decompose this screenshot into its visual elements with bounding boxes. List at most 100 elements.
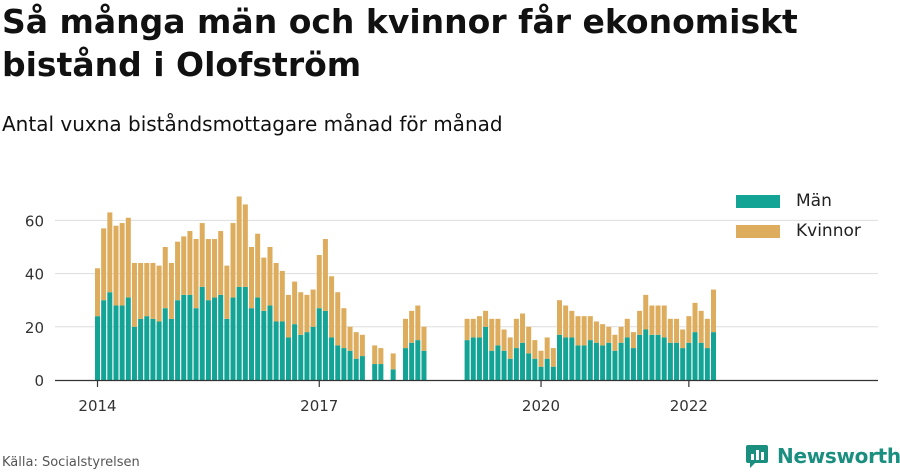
x-tick-labels: 2014 2017 2020 2022 (78, 380, 708, 415)
bar-women (526, 326, 532, 354)
bar-men (538, 366, 544, 380)
bar-men (587, 340, 593, 380)
bar-women (674, 318, 680, 343)
bar-men (649, 334, 655, 380)
bar-men (131, 326, 137, 380)
bar-women (353, 332, 359, 359)
bar-women (378, 348, 384, 365)
bar-women (162, 247, 168, 309)
bar-men (692, 332, 698, 380)
bar-men (593, 342, 599, 380)
bar-women (138, 262, 144, 319)
bar-men (205, 300, 211, 380)
bar-women (550, 348, 556, 367)
bar-women (686, 316, 692, 343)
bar-men (372, 364, 378, 380)
bar-men (569, 337, 575, 380)
bar-women (643, 294, 649, 330)
bar-men (476, 337, 482, 380)
bar-women (316, 254, 322, 309)
bar-women (113, 225, 119, 306)
bar-women (495, 318, 501, 346)
bar-women (470, 318, 476, 338)
bar-women (261, 257, 267, 311)
bar-women (131, 262, 137, 327)
bar-women (199, 223, 205, 287)
bar-women (649, 305, 655, 335)
bar-women (415, 305, 421, 341)
brand-logo: Newsworthy (745, 443, 900, 469)
bar-women (513, 318, 519, 349)
bar-men (218, 294, 224, 380)
bar-men (495, 345, 501, 380)
bar-men (557, 334, 562, 380)
bar-women (520, 313, 526, 343)
bar-men (125, 297, 131, 380)
bar-men (637, 334, 643, 380)
bar-men (643, 329, 649, 380)
bar-men (655, 334, 661, 380)
bar-women (230, 223, 236, 298)
bar-women (612, 334, 618, 351)
bar-men (532, 358, 538, 380)
bar-women (285, 294, 291, 338)
bar-women (390, 353, 396, 370)
bar-men (298, 334, 304, 380)
y-tick-label: 60 (25, 212, 44, 230)
bar-men (686, 342, 692, 380)
bar-women (680, 329, 686, 349)
bar-women (711, 289, 716, 333)
bar-women (205, 239, 211, 301)
bar-men (674, 342, 680, 380)
bar-women (322, 239, 328, 311)
bar-women (593, 321, 599, 343)
bar-men (390, 369, 396, 380)
bar-men (421, 350, 427, 380)
bar-men (230, 297, 236, 380)
bar-men (193, 308, 199, 380)
bar-men (415, 340, 421, 380)
bar-men (236, 286, 242, 380)
bar-women (347, 326, 353, 351)
bar-women (704, 318, 710, 349)
legend-swatch-women (736, 224, 780, 238)
brand-name: Newsworthy (777, 444, 900, 468)
legend-label-men: Män (796, 191, 832, 211)
chart-legend: Män Kvinnor (736, 186, 861, 246)
bar-men (507, 358, 513, 380)
bar-men (711, 332, 716, 380)
bar-men (698, 342, 704, 380)
y-tick-labels: 0 20 40 60 (25, 212, 44, 390)
bar-women (236, 196, 242, 287)
bar-men (181, 294, 187, 380)
bar-women (661, 305, 667, 338)
bar-women (119, 223, 125, 306)
bar-men (156, 321, 162, 380)
bar-women (483, 310, 489, 327)
bar-men (353, 358, 359, 380)
legend-item-women: Kvinnor (736, 216, 861, 246)
bar-women (242, 204, 248, 287)
bar-men (630, 348, 636, 380)
bar-women (273, 262, 279, 322)
bar-women (125, 217, 131, 298)
bar-men (255, 297, 261, 380)
bar-women (341, 308, 347, 349)
bar-men (618, 342, 624, 380)
bar-men (168, 318, 174, 380)
bar-men (470, 337, 476, 380)
bar-women (409, 310, 415, 343)
bar-men (501, 350, 507, 380)
bar-women (618, 326, 624, 343)
bar-women (329, 276, 335, 338)
bar-women (464, 318, 470, 341)
bar-men (175, 300, 181, 380)
bar-men (279, 321, 285, 380)
bar-men (162, 308, 168, 380)
bar-men (285, 337, 291, 380)
bar-men (310, 326, 316, 380)
bar-women (168, 262, 174, 319)
bar-men (224, 318, 230, 380)
bar-women (224, 265, 230, 319)
bar-men (526, 353, 532, 380)
